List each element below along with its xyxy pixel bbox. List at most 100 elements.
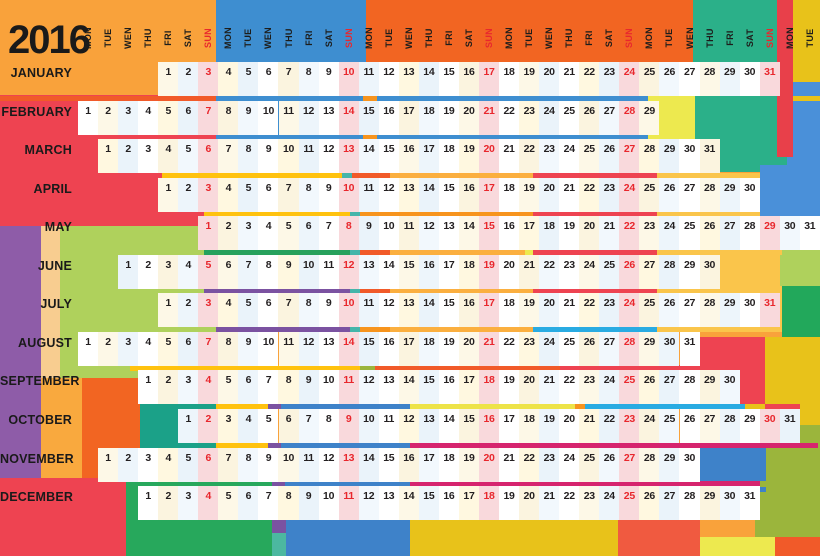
day-number: 6 bbox=[305, 220, 312, 233]
weekday-label: THU bbox=[423, 28, 434, 48]
day-number: 2 bbox=[205, 412, 212, 425]
day-number: 9 bbox=[285, 258, 292, 271]
sunday-weekday-label: SUN bbox=[624, 28, 635, 48]
day-cell: 1 bbox=[98, 139, 119, 174]
day-cell: 19 bbox=[559, 216, 580, 251]
day-number: 20 bbox=[523, 374, 535, 387]
year-title: 2016 bbox=[8, 18, 91, 62]
mosaic-gap-strip bbox=[162, 172, 342, 179]
day-number: 27 bbox=[663, 490, 675, 503]
day-cell: 12 bbox=[358, 486, 379, 521]
day-cell: 21 bbox=[539, 370, 560, 405]
day-number: 19 bbox=[483, 258, 495, 271]
day-number: 17 bbox=[503, 412, 515, 425]
mosaic-gap-strip bbox=[41, 326, 60, 333]
mosaic-gap-strip bbox=[525, 249, 533, 256]
day-cell: 23 bbox=[579, 370, 600, 405]
day-cell: 6 bbox=[178, 100, 199, 135]
day-cell: 12 bbox=[398, 408, 419, 443]
sunday-day-cell: 14 bbox=[338, 100, 359, 135]
day-cell: 16 bbox=[499, 216, 520, 251]
day-cell: 29 bbox=[659, 447, 680, 482]
day-cell: 16 bbox=[398, 447, 419, 482]
day-number: 5 bbox=[225, 490, 232, 503]
day-cell: 7 bbox=[278, 177, 299, 212]
day-cell: 7 bbox=[298, 408, 319, 443]
day-number: 27 bbox=[603, 335, 615, 348]
day-number: 30 bbox=[724, 490, 736, 503]
day-number: 25 bbox=[623, 490, 635, 503]
day-number: 18 bbox=[443, 451, 455, 464]
day-cell: 7 bbox=[278, 293, 299, 328]
day-cell: 28 bbox=[639, 447, 660, 482]
day-cell: 22 bbox=[579, 293, 600, 328]
day-cell: 29 bbox=[699, 370, 720, 405]
day-number: 17 bbox=[523, 220, 535, 233]
day-cell: 8 bbox=[278, 486, 299, 521]
day-cell: 4 bbox=[138, 100, 159, 135]
mosaic-block bbox=[780, 250, 820, 286]
day-cell: 27 bbox=[719, 216, 740, 251]
day-number: 22 bbox=[543, 258, 555, 271]
mosaic-gap-strip bbox=[363, 95, 377, 102]
day-number: 22 bbox=[523, 451, 535, 464]
day-number: 24 bbox=[623, 297, 635, 310]
month-band: 1 2 3 4 5 6 7 8 9 10 11 12 13 14 15 16 17 18 19 20 21 22 23 24 2… bbox=[98, 447, 700, 482]
day-cell: 12 bbox=[378, 177, 399, 212]
day-cell: 4 bbox=[218, 62, 239, 96]
day-cell: 25 bbox=[659, 408, 680, 443]
mosaic-gap-strip bbox=[0, 326, 41, 333]
day-cell: 18 bbox=[418, 100, 439, 135]
mosaic-block bbox=[793, 0, 820, 82]
day-number: 29 bbox=[744, 412, 756, 425]
day-cell: 18 bbox=[418, 331, 439, 366]
day-number: 18 bbox=[543, 220, 555, 233]
day-number: 16 bbox=[443, 374, 455, 387]
weekday-label: TUE bbox=[383, 28, 394, 48]
day-number: 14 bbox=[363, 451, 375, 464]
day-cell: 10 bbox=[258, 331, 279, 366]
day-number: 23 bbox=[583, 490, 595, 503]
day-cell: 6 bbox=[238, 370, 259, 405]
day-cell: 23 bbox=[519, 100, 540, 135]
day-number: 17 bbox=[483, 181, 495, 194]
day-number: 21 bbox=[483, 104, 495, 117]
mosaic-gap-strip bbox=[0, 134, 216, 140]
day-number: 16 bbox=[463, 297, 475, 310]
day-cell: 27 bbox=[659, 370, 680, 405]
day-number: 12 bbox=[323, 451, 335, 464]
day-cell: 8 bbox=[298, 293, 319, 328]
day-number: 25 bbox=[583, 451, 595, 464]
day-number: 29 bbox=[724, 297, 736, 310]
weekday-label: THU bbox=[704, 28, 715, 48]
day-cell: 24 bbox=[539, 331, 560, 366]
day-number: 24 bbox=[563, 451, 575, 464]
weekday-label: MON bbox=[83, 27, 94, 49]
day-number: 21 bbox=[523, 258, 535, 271]
day-number: 17 bbox=[463, 490, 475, 503]
day-number: 17 bbox=[403, 335, 415, 348]
day-number: 15 bbox=[463, 412, 475, 425]
day-cell: 16 bbox=[458, 62, 479, 96]
day-number: 1 bbox=[145, 374, 151, 387]
day-number: 19 bbox=[503, 490, 515, 503]
day-number: 14 bbox=[423, 297, 435, 310]
day-number: 13 bbox=[383, 490, 395, 503]
day-number: 23 bbox=[543, 143, 555, 156]
day-cell: 16 bbox=[398, 139, 419, 174]
mosaic-block bbox=[0, 226, 41, 478]
day-cell: 29 bbox=[679, 254, 700, 289]
day-cell: 8 bbox=[278, 370, 299, 405]
mosaic-gap-strip bbox=[140, 403, 216, 410]
day-number: 20 bbox=[563, 412, 575, 425]
day-number: 16 bbox=[403, 451, 415, 464]
mosaic-block bbox=[41, 378, 82, 478]
day-cell: 22 bbox=[539, 254, 560, 289]
day-number: 22 bbox=[603, 412, 615, 425]
day-number: 29 bbox=[704, 490, 716, 503]
day-number: 21 bbox=[563, 297, 575, 310]
day-number: 7 bbox=[325, 220, 332, 233]
mosaic-gap-strip bbox=[777, 134, 793, 140]
day-cell: 11 bbox=[378, 408, 399, 443]
